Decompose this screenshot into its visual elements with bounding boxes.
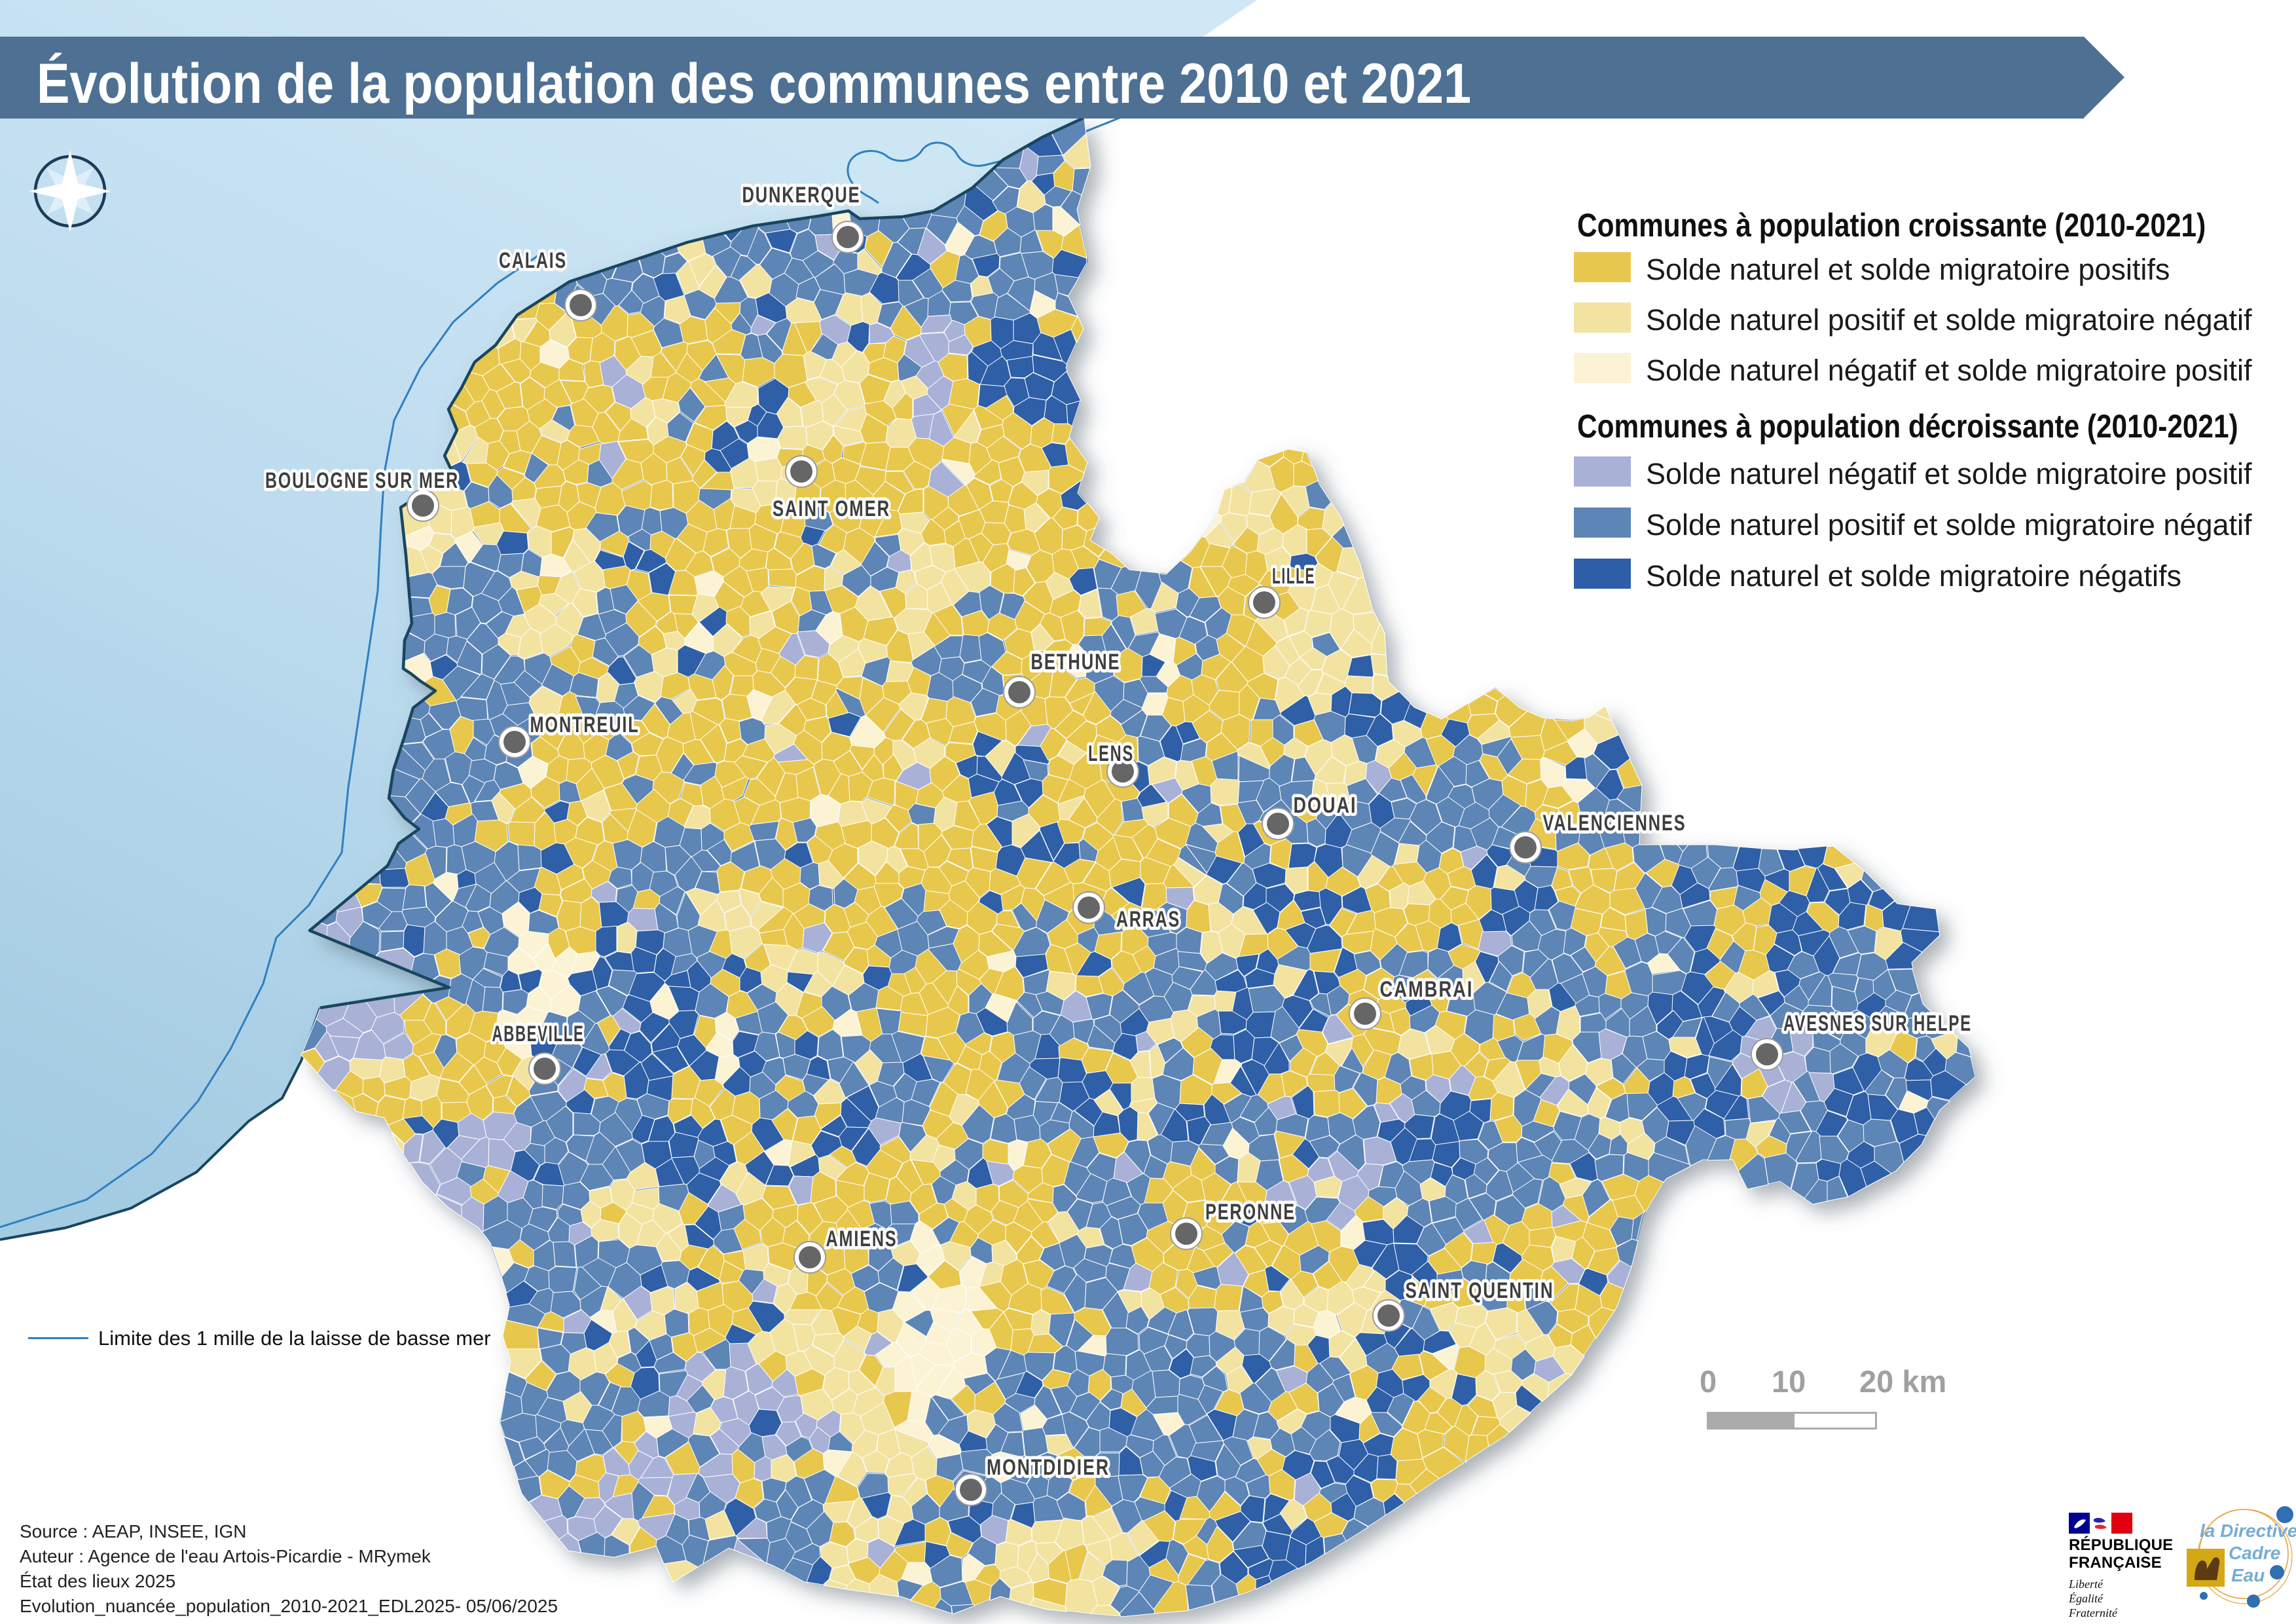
svg-text:MONTDIDIER: MONTDIDIER xyxy=(987,1455,1110,1480)
svg-text:Cadre: Cadre xyxy=(2229,1543,2280,1563)
svg-text:VALENCIENNES: VALENCIENNES xyxy=(1543,811,1686,836)
svg-text:AMIENS: AMIENS xyxy=(826,1227,898,1251)
svg-text:DUNKERQUE: DUNKERQUE xyxy=(742,183,861,208)
svg-text:ARRAS: ARRAS xyxy=(1116,907,1180,932)
svg-text:Eau: Eau xyxy=(2231,1565,2265,1585)
svg-text:SAINT OMER: SAINT OMER xyxy=(773,496,890,521)
svg-text:CALAIS: CALAIS xyxy=(499,248,567,273)
svg-text:la Directive: la Directive xyxy=(2200,1521,2296,1541)
svg-text:SAINT QUENTIN: SAINT QUENTIN xyxy=(1406,1278,1554,1303)
svg-text:DOUAI: DOUAI xyxy=(1294,793,1357,818)
svg-text:MONTREUIL: MONTREUIL xyxy=(530,712,640,737)
svg-text:BOULOGNE SUR MER: BOULOGNE SUR MER xyxy=(265,468,459,493)
svg-text:ABBEVILLE: ABBEVILLE xyxy=(492,1022,585,1046)
svg-text:AVESNES SUR HELPE: AVESNES SUR HELPE xyxy=(1783,1011,1972,1036)
svg-text:CAMBRAI: CAMBRAI xyxy=(1380,977,1474,1002)
svg-text:LILLE: LILLE xyxy=(1272,564,1315,589)
svg-text:BETHUNE: BETHUNE xyxy=(1031,650,1121,674)
svg-text:LENS: LENS xyxy=(1088,741,1134,766)
svg-text:PERONNE: PERONNE xyxy=(1205,1200,1296,1225)
